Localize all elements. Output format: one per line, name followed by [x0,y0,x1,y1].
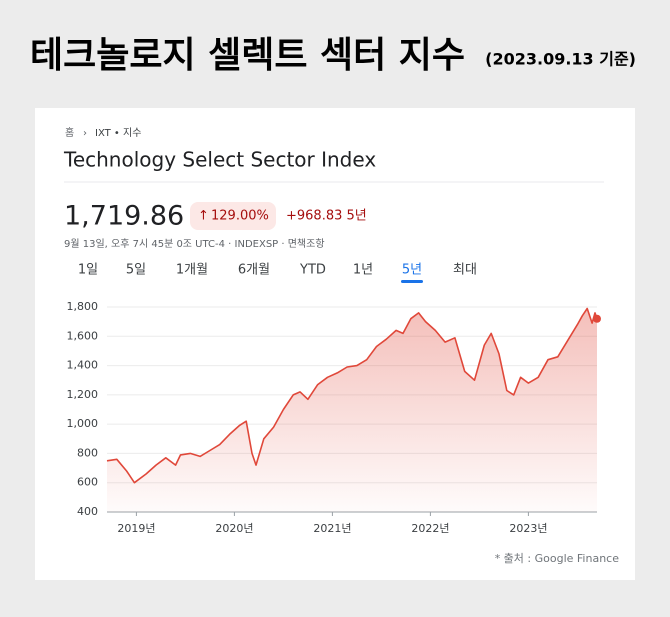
breadcrumb-sep: › [83,128,87,139]
index-name: Technology Select Sector Index [63,148,376,172]
x-tick-label: 2020년 [215,522,253,535]
tab[interactable]: 1개월 [176,263,208,278]
y-tick-label: 1,600 [67,329,99,342]
change-pct: 129.00% [211,209,269,224]
tabs: 1일 5일 1개월 6개월 YTD 1년 5년 최대 [78,263,477,283]
y-tick-label: 800 [77,446,98,459]
tab[interactable]: 1일 [78,263,98,278]
y-tick-label: 1,000 [67,417,99,430]
tab[interactable]: YTD [299,263,326,278]
breadcrumb-home[interactable]: 홈 [65,126,74,139]
tab[interactable]: 6개월 [238,263,270,278]
tab[interactable]: 5일 [126,263,146,278]
line [106,307,598,484]
x-tick-label: 2022년 [411,522,449,535]
y-tick-label: 400 [77,505,98,518]
tab[interactable]: 최대 [453,263,477,278]
y-tick-label: 1,400 [67,359,99,372]
y-tick-label: 1,800 [67,300,99,313]
y-tick-label: 600 [77,476,98,489]
x-tick-label: 2019년 [117,522,155,535]
tab-underline [401,280,423,283]
x-tick-label: 2021년 [313,522,351,535]
tab[interactable]: 1년 [353,263,373,278]
source: * 출처 : Google Finance [495,552,620,565]
price: 1,719.86 [64,201,184,232]
plot: 400 600 800 1,000 1,200 1,400 1,600 1,800 2019년 2… [67,300,601,535]
last-point [593,314,601,323]
area [107,308,597,512]
y-tick-label: 1,200 [67,388,99,401]
breadcrumb-symbol: IXT • 지수 [95,127,141,139]
arrow-icon: ↑ [198,209,209,224]
page-title: 테크놀로지 셀렉트 섹터 지수 [30,35,465,76]
x-tick-label: 2023년 [509,522,547,535]
quote-info: 9월 13일, 오후 7시 45분 0조 UTC-4 · INDEXSP · 면… [64,238,325,250]
page-subtitle: (2023.09.13 기준) [485,50,636,69]
change-chip [190,202,276,230]
tab[interactable]: 5년 [402,263,422,278]
change-abs: +968.83 5년 [286,209,367,224]
